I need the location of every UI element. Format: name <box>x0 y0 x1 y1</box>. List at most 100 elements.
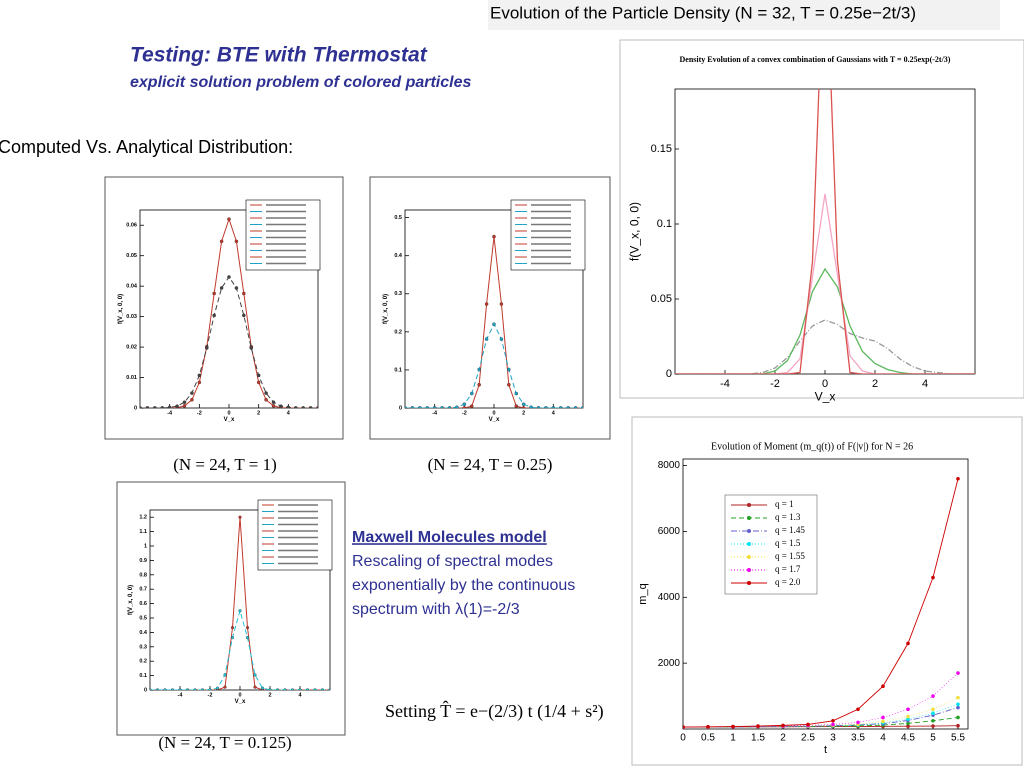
series-marker <box>290 688 295 690</box>
legend-marker <box>747 503 751 507</box>
section-heading: Computed Vs. Analytical Distribution: <box>0 137 293 157</box>
chart-frame <box>631 416 1023 766</box>
caption: (N = 24, T = 0.25) <box>428 455 553 474</box>
series-marker <box>499 337 504 341</box>
series-marker <box>573 406 578 408</box>
series-marker <box>931 694 935 698</box>
x-tick-label: 1 <box>730 733 736 744</box>
series-line <box>683 478 959 728</box>
series-marker <box>249 346 253 350</box>
series-marker <box>956 671 960 675</box>
series-marker <box>931 711 935 715</box>
series-marker <box>145 406 150 408</box>
x-tick-label: -4 <box>178 692 184 698</box>
series-marker <box>155 688 160 690</box>
series-marker <box>286 405 291 408</box>
y-tick-label: 1 <box>144 543 147 549</box>
y-tick-label: 0.01 <box>126 375 137 381</box>
series-marker <box>462 406 467 408</box>
series-marker <box>212 291 216 296</box>
series-marker <box>906 707 910 712</box>
y-tick-label: 1.1 <box>139 529 147 535</box>
y-tick-label: 0.9 <box>139 558 147 564</box>
series-marker <box>298 688 302 690</box>
series-marker <box>275 688 280 690</box>
series-marker <box>881 715 885 720</box>
chart: Evolution of Moment (m_q(t)) of F(|v|) f… <box>631 416 1023 766</box>
y-tick-label: 0.3 <box>394 291 402 297</box>
chart: 0 0.1 0.2 0.3 0.4 0.5 0.6 0.7 0.8 0.9 1 1.1 1.2 -4 -2 0… <box>116 481 346 736</box>
y-axis-label: f(V_x, 0, 0) <box>628 202 642 261</box>
x-tick-label: 0 <box>492 410 495 416</box>
series-marker <box>212 313 216 318</box>
series-marker <box>956 715 960 720</box>
series-marker <box>831 722 835 727</box>
series-marker <box>432 406 437 408</box>
y-tick-label: 4000 <box>658 592 681 603</box>
series-marker <box>856 707 860 712</box>
series-marker <box>230 626 235 630</box>
y-tick-label: 0 <box>144 687 147 693</box>
legend-label: q = 1.55 <box>775 551 805 561</box>
series-marker <box>931 724 935 728</box>
legend-box <box>724 494 818 595</box>
series-marker <box>956 695 960 700</box>
series-marker <box>219 239 224 244</box>
series-marker <box>230 636 235 640</box>
series-marker <box>484 337 489 341</box>
series-marker <box>245 626 250 630</box>
x-tick-label: 4 <box>552 410 556 416</box>
y-tick-label: 0.5 <box>139 615 147 621</box>
series-marker <box>256 373 261 378</box>
series-marker <box>831 718 835 723</box>
y-tick-label: 0.1 <box>657 218 672 230</box>
series-marker <box>223 673 227 677</box>
slide-subtitle: explicit solution problem of colored par… <box>130 74 471 91</box>
legend-marker <box>747 529 751 533</box>
series-marker <box>881 684 885 688</box>
series-marker <box>185 688 190 690</box>
y-axis-label: f(V_x, 0, 0) <box>128 585 134 615</box>
x-tick-label: 2 <box>780 733 786 744</box>
legend-marker <box>747 516 751 520</box>
y-tick-label: 0.1 <box>394 367 402 373</box>
x-tick-label: 2 <box>522 410 525 416</box>
y-tick-label: 0.03 <box>126 314 137 320</box>
series-marker <box>204 346 209 350</box>
series-marker <box>264 398 268 402</box>
x-tick-label: 4 <box>287 410 291 416</box>
series-marker <box>245 636 250 640</box>
series-marker <box>521 402 526 406</box>
series-marker <box>731 724 735 729</box>
series-marker <box>462 402 467 406</box>
series-marker <box>163 688 167 690</box>
chart-title: Density Evolution of a convex combinatio… <box>680 55 951 64</box>
x-tick-label: 2 <box>268 692 271 698</box>
y-axis-label: m_q <box>637 583 649 604</box>
series-marker <box>316 406 318 408</box>
y-tick-label: 0 <box>666 368 672 380</box>
x-tick-label: 2.5 <box>801 733 815 744</box>
legend-marker <box>747 581 751 585</box>
y-tick-label: 0.5 <box>394 215 402 221</box>
series-marker <box>469 404 474 408</box>
x-tick-label: 4.5 <box>901 733 915 744</box>
x-tick-label: -2 <box>462 410 467 416</box>
series-marker <box>140 406 142 408</box>
series-marker <box>906 724 910 729</box>
series-marker <box>178 688 182 690</box>
y-tick-label: 0.8 <box>139 572 147 578</box>
series-marker <box>566 406 570 408</box>
series-marker <box>906 714 910 719</box>
series-group <box>675 89 975 374</box>
y-tick-label: 0.4 <box>139 630 148 636</box>
chart-title: Evolution of Moment (m_q(t)) of F(|v|) f… <box>711 441 913 452</box>
series-marker <box>234 239 239 244</box>
series-marker <box>313 688 317 690</box>
legend-box <box>510 199 586 271</box>
y-axis-label: f(V_x, 0, 0) <box>383 294 389 324</box>
series-marker <box>234 286 239 290</box>
x-tick-label: -2 <box>208 692 213 698</box>
